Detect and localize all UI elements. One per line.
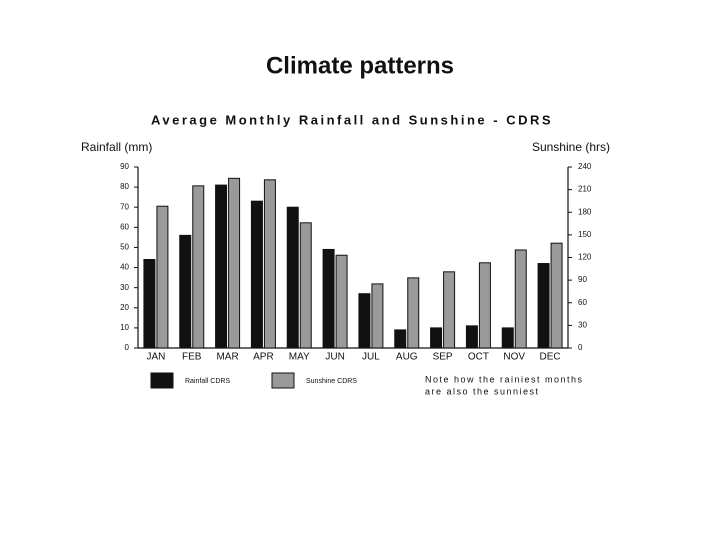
bar <box>443 271 456 349</box>
y2-tick-label: 210 <box>578 185 592 194</box>
y-tick-label: 30 <box>120 283 129 292</box>
slide-title: Climate patterns <box>266 52 454 79</box>
bar <box>537 263 550 349</box>
x-tick-label: SEP <box>433 352 453 363</box>
x-tick-label: NOV <box>503 352 525 363</box>
x-tick-label: JAN <box>146 352 165 363</box>
bar <box>478 262 491 349</box>
bar <box>335 254 348 349</box>
bar <box>228 177 241 349</box>
bar <box>371 283 384 349</box>
bar <box>192 185 205 349</box>
bar <box>250 200 263 349</box>
bar <box>465 325 478 349</box>
y-tick-label: 90 <box>120 162 129 171</box>
bar <box>501 327 514 349</box>
x-tick-label: FEB <box>182 352 202 363</box>
chart-title: Average Monthly Rainfall and Sunshine - … <box>151 112 553 127</box>
x-tick-label: JUL <box>362 352 380 363</box>
bar <box>299 222 312 349</box>
bar <box>322 248 335 349</box>
y-tick-label: 10 <box>120 323 129 332</box>
bar <box>394 329 407 349</box>
x-tick-label: AUG <box>396 352 418 363</box>
legend-label: Rainfall CDRS <box>185 378 230 385</box>
bar <box>286 206 299 349</box>
bar <box>179 234 192 349</box>
y-tick-label: 70 <box>120 202 129 211</box>
legend-swatch <box>271 372 295 389</box>
x-tick-label: DEC <box>540 352 561 363</box>
bar <box>407 277 420 349</box>
bar <box>430 327 443 349</box>
bar <box>143 259 156 349</box>
y-tick-label: 50 <box>120 243 129 252</box>
x-tick-label: MAY <box>289 352 310 363</box>
y2-tick-label: 120 <box>578 253 592 262</box>
bar <box>156 205 169 349</box>
x-tick-label: MAR <box>216 352 238 363</box>
y-axis-label: Rainfall (mm) <box>81 140 152 154</box>
legend-label: Sunshine CDRS <box>306 378 357 385</box>
annotation: are also the sunniest <box>425 386 540 396</box>
legend-swatch <box>150 372 174 389</box>
y-tick-label: 0 <box>125 343 130 352</box>
bar <box>215 184 228 349</box>
y2-axis-label: Sunshine (hrs) <box>532 140 610 154</box>
bar <box>550 242 563 349</box>
y2-tick-label: 90 <box>578 275 587 284</box>
y2-tick-label: 150 <box>578 230 592 239</box>
y2-tick-label: 30 <box>578 320 587 329</box>
y2-tick-label: 0 <box>578 343 583 352</box>
x-tick-label: APR <box>253 352 274 363</box>
y2-tick-label: 240 <box>578 162 592 171</box>
bar <box>514 249 527 349</box>
x-tick-label: JUN <box>325 352 344 363</box>
bar <box>358 293 371 349</box>
y2-tick-label: 180 <box>578 207 592 216</box>
y-tick-label: 20 <box>120 303 129 312</box>
y-tick-label: 40 <box>120 263 129 272</box>
annotation: Note how the rainiest months <box>425 374 584 384</box>
y-tick-label: 80 <box>120 182 129 191</box>
bar <box>263 179 276 349</box>
y2-tick-label: 60 <box>578 298 587 307</box>
x-tick-label: OCT <box>468 352 489 363</box>
y-tick-label: 60 <box>120 222 129 231</box>
